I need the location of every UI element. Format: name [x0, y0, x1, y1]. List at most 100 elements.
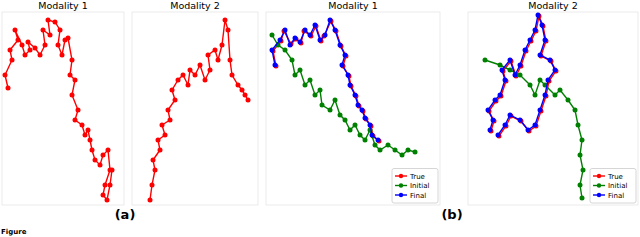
series-point: [499, 94, 504, 99]
series-point: [150, 183, 155, 188]
series-point: [513, 73, 518, 78]
series-point: [93, 158, 98, 163]
caption: Figure: [1, 228, 27, 236]
panel: Modality 1TrueInitialFinal: [266, 0, 440, 205]
series-point: [497, 134, 502, 139]
series-point: [548, 58, 553, 63]
series-point: [213, 48, 218, 53]
series-point: [523, 48, 528, 53]
series-point: [377, 139, 382, 144]
series-point: [283, 28, 288, 33]
panel: Modality 2TrueInitialFinal: [468, 0, 638, 205]
series-point: [308, 78, 313, 83]
series-point: [38, 53, 43, 58]
series-point: [500, 68, 505, 73]
series-point: [378, 148, 383, 153]
series-point: [393, 148, 398, 153]
series-point: [308, 33, 313, 38]
series-point: [536, 13, 541, 18]
legend-marker: [399, 193, 403, 197]
series-point: [376, 138, 381, 143]
series-point: [98, 163, 103, 168]
series-point: [41, 28, 46, 33]
plot-frame: [2, 12, 124, 205]
series-point: [246, 98, 251, 103]
series-point: [486, 108, 491, 113]
series-point: [278, 38, 283, 43]
series-point: [318, 38, 323, 43]
series-point: [333, 98, 338, 103]
series-point: [518, 118, 523, 123]
series-point: [240, 88, 245, 93]
series-point: [580, 196, 585, 201]
series-point: [504, 124, 509, 129]
series-point: [386, 143, 391, 148]
series-point: [73, 118, 78, 123]
series-point: [338, 43, 343, 48]
series-point: [26, 40, 31, 45]
series-point: [103, 183, 108, 188]
series-point: [328, 108, 333, 113]
series-point: [363, 138, 368, 143]
series-line: [273, 21, 379, 141]
panel-label: (b): [441, 207, 462, 222]
series-line: [150, 20, 248, 200]
series-point: [543, 93, 548, 98]
series-point: [483, 58, 488, 63]
plot-area: [3, 18, 115, 203]
series-line: [488, 15, 555, 135]
series-point: [198, 63, 203, 68]
series-point: [508, 68, 513, 73]
legend: TrueInitialFinal: [590, 169, 636, 204]
series-line: [489, 16, 556, 136]
series-point: [543, 38, 548, 43]
series-point: [220, 43, 225, 48]
series-point: [148, 198, 153, 203]
series-point: [206, 53, 211, 58]
series-point: [170, 88, 175, 93]
series-point: [110, 168, 115, 173]
series-point: [88, 138, 93, 143]
series-point: [68, 73, 73, 78]
legend-label: True: [409, 173, 425, 181]
series-point: [226, 28, 231, 33]
series-point: [313, 93, 318, 98]
legend-marker: [597, 193, 601, 197]
panel: Modality 2: [132, 0, 258, 205]
series-point: [498, 93, 503, 98]
series-point: [160, 123, 165, 128]
series-point: [108, 183, 113, 188]
series-point: [538, 108, 543, 113]
series-point: [580, 138, 585, 143]
series-point: [534, 124, 539, 129]
series-point: [368, 123, 373, 128]
series-point: [309, 34, 314, 39]
series-point: [553, 93, 558, 98]
series-point: [56, 43, 61, 48]
series-point: [318, 88, 323, 93]
series-point: [303, 28, 308, 33]
panel: Modality 1: [2, 0, 124, 205]
series-point: [313, 23, 318, 28]
series-point: [566, 98, 571, 103]
series-point: [319, 39, 324, 44]
legend-label: True: [607, 173, 623, 181]
series-point: [193, 73, 198, 78]
series-point: [279, 39, 284, 44]
panel-title: Modality 1: [328, 0, 378, 11]
series-point: [508, 58, 513, 63]
figure: Modality 1Modality 2Modality 1TrueInitia…: [0, 0, 640, 237]
series-point: [581, 168, 586, 173]
series-point: [370, 133, 375, 138]
series-point: [353, 123, 358, 128]
series-point: [216, 58, 221, 63]
plot-area: [483, 13, 586, 201]
series-point: [90, 148, 95, 153]
series-point: [176, 78, 181, 83]
series-line: [485, 60, 583, 198]
series-point: [70, 93, 75, 98]
series-point: [360, 108, 365, 113]
legend-label: Initial: [410, 182, 429, 190]
series-point: [274, 64, 279, 69]
series-point: [356, 103, 361, 108]
